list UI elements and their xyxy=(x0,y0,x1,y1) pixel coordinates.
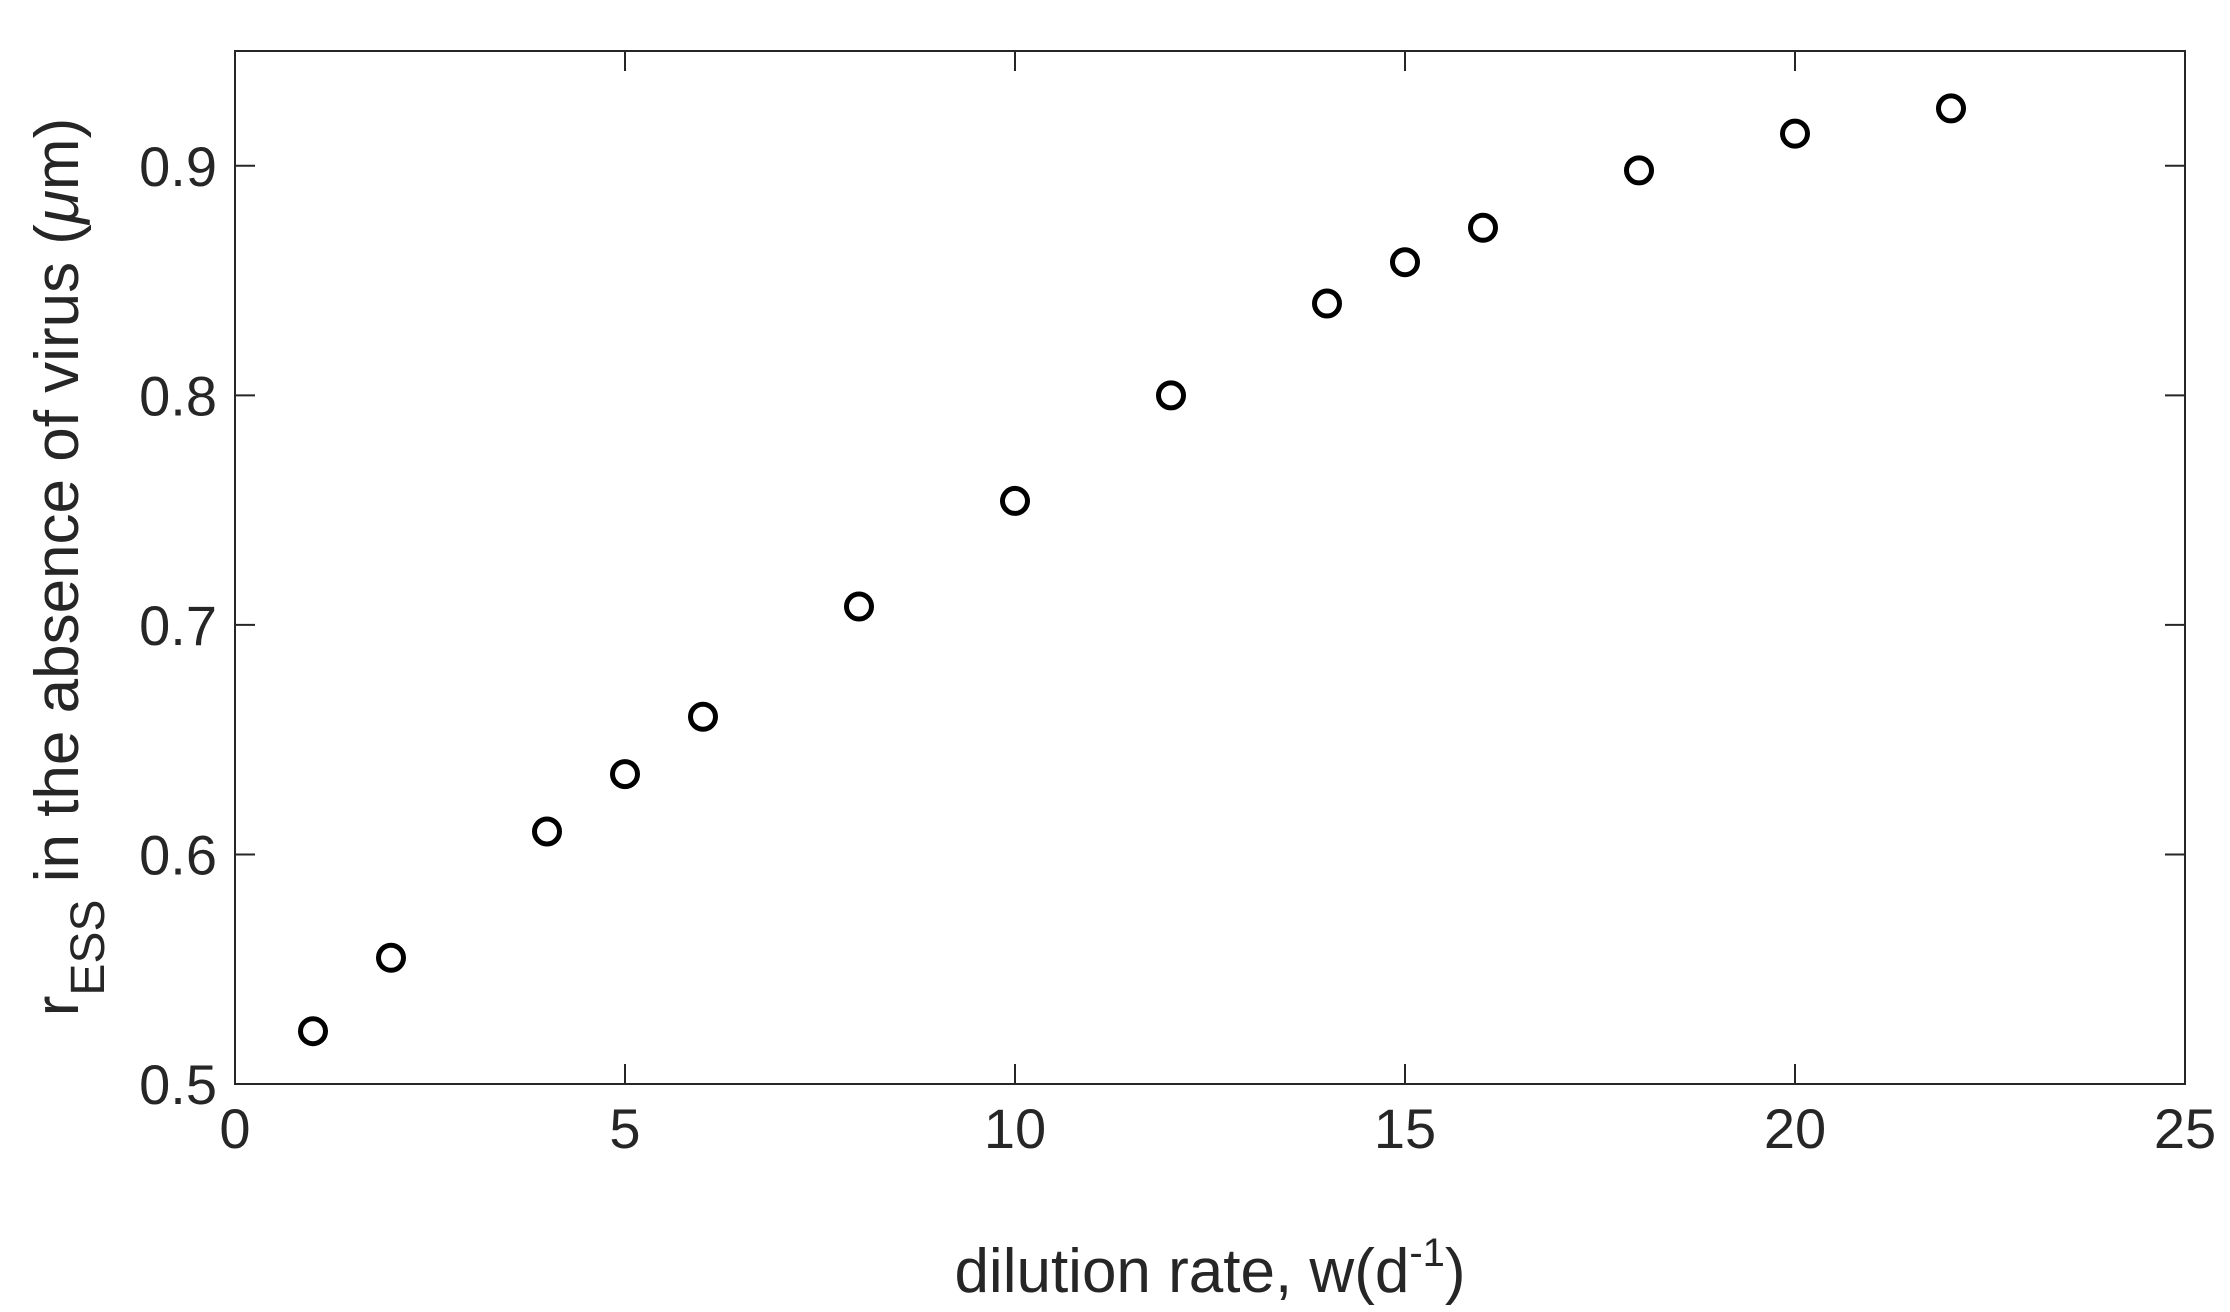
data-point xyxy=(298,1016,328,1047)
data-point xyxy=(532,816,562,847)
data-point xyxy=(1156,380,1186,411)
data-point xyxy=(1000,485,1030,516)
y-tick-label: 0.9 xyxy=(139,135,217,198)
x-axis-label: dilution rate, w(d-1) xyxy=(954,1231,1465,1306)
y-tick-label: 0.6 xyxy=(139,823,217,886)
y-tick-label: 0.8 xyxy=(139,364,217,427)
data-point xyxy=(610,759,640,790)
data-point xyxy=(1390,247,1420,278)
x-tick-labels: 0 5 10 15 20 25 xyxy=(219,1097,2216,1160)
plot-area-background xyxy=(235,51,2185,1084)
data-point xyxy=(1936,93,1966,124)
data-point xyxy=(1780,118,1810,149)
y-tick-label: 0.7 xyxy=(139,594,217,657)
x-tick-label: 20 xyxy=(1764,1097,1826,1160)
y-tick-label: 0.5 xyxy=(139,1053,217,1116)
data-points xyxy=(298,93,1966,1047)
x-tick-label: 5 xyxy=(609,1097,640,1160)
x-tick-label: 15 xyxy=(1374,1097,1436,1160)
plot-frame xyxy=(234,50,2186,1085)
data-point xyxy=(1468,212,1498,243)
x-tick-label: 25 xyxy=(2154,1097,2216,1160)
data-point xyxy=(1624,155,1654,186)
y-axis-label: rESS in the absence of virus (μm) xyxy=(23,118,115,1016)
data-point xyxy=(376,942,406,973)
x-tick-label: 10 xyxy=(984,1097,1046,1160)
data-point xyxy=(1312,288,1342,319)
data-point xyxy=(688,701,718,732)
y-tick-labels: 0.5 0.6 0.7 0.8 0.9 xyxy=(139,135,217,1116)
x-tick-label: 0 xyxy=(219,1097,250,1160)
data-point xyxy=(844,591,874,622)
